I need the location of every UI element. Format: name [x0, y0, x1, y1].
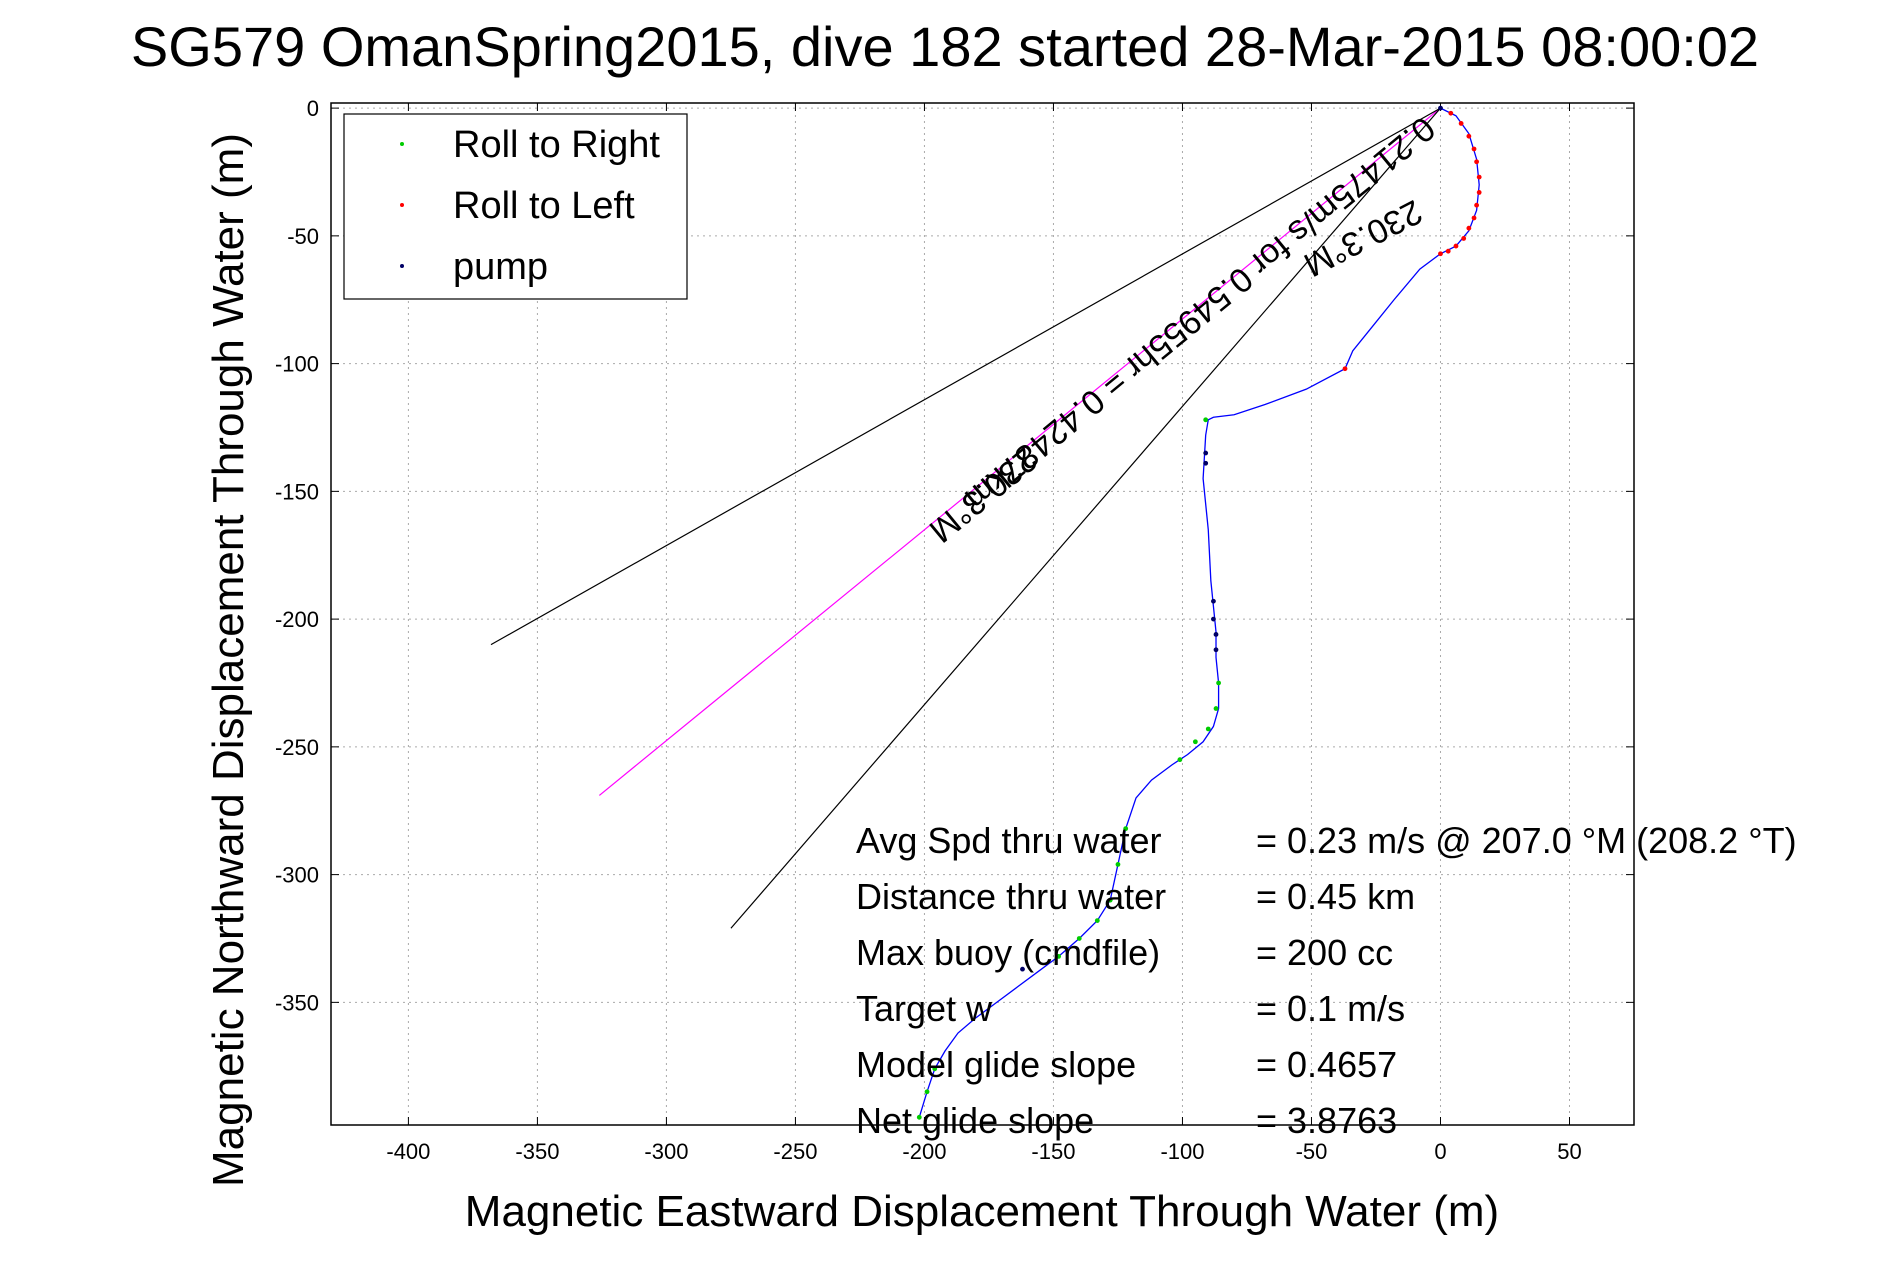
data-point	[1123, 826, 1129, 832]
line-annotation: 230.3°M	[922, 440, 1044, 550]
data-point	[1448, 110, 1454, 116]
stat-label: Target w	[856, 988, 993, 1029]
series-pump	[1020, 105, 1443, 972]
x-tick-label: -300	[644, 1139, 688, 1164]
data-point	[1342, 366, 1348, 372]
data-point	[1213, 632, 1219, 637]
data-point	[1476, 174, 1482, 180]
data-point	[932, 1066, 938, 1072]
stat-label: Model glide slope	[856, 1044, 1136, 1085]
y-axis-label: Magnetic Northward Displacement Through …	[204, 133, 253, 1187]
legend-marker	[400, 142, 404, 146]
legend-label: Roll to Right	[453, 124, 660, 166]
x-tick-label: -400	[386, 1139, 430, 1164]
data-point	[1211, 616, 1216, 622]
data-point	[1213, 706, 1219, 711]
y-tick-label: -250	[275, 735, 319, 760]
stat-value: = 3.8763	[1256, 1100, 1397, 1141]
data-point	[1177, 757, 1183, 763]
chart-title: SG579 OmanSpring2015, dive 182 started 2…	[131, 15, 1759, 78]
y-tick-label: -50	[287, 224, 319, 249]
data-point	[1458, 121, 1464, 126]
reference-line-heading	[598, 107, 1441, 796]
stat-label: Avg Spd thru water	[856, 820, 1162, 861]
legend-marker	[400, 264, 404, 268]
data-point	[1213, 647, 1219, 653]
data-point	[924, 1089, 930, 1095]
stat-value: = 200 cc	[1256, 932, 1393, 973]
series-roll-to-left	[1342, 110, 1482, 372]
y-axis-ticks: 0 -50 -100 -150 -200 -250 -300 -350	[275, 96, 1634, 1015]
legend-marker	[400, 203, 404, 207]
x-tick-label: 50	[1557, 1139, 1581, 1164]
y-tick-label: -100	[275, 352, 319, 377]
data-series	[916, 105, 1482, 1120]
data-point	[1474, 202, 1480, 208]
data-point	[1445, 248, 1451, 254]
plot-frame	[330, 102, 1635, 1126]
reference-lines	[490, 107, 1441, 929]
data-point	[1461, 236, 1467, 241]
data-point	[1056, 953, 1062, 959]
data-point	[1471, 215, 1477, 221]
y-tick-label: -200	[275, 607, 319, 632]
x-tick-label: 0	[1434, 1139, 1446, 1164]
line-annotations: 230.3°M0.21475m/s for 0.54955hr = 0.4248…	[922, 109, 1442, 550]
stat-value: = 0.45 km	[1256, 876, 1415, 917]
data-point	[1471, 146, 1477, 152]
reference-line-wedge-upper	[490, 107, 1441, 646]
x-tick-label: -50	[1296, 1139, 1328, 1164]
data-point	[1216, 680, 1221, 686]
data-point	[1211, 598, 1216, 604]
y-tick-label: 0	[307, 96, 319, 121]
data-point	[1094, 918, 1100, 923]
data-point	[1203, 417, 1209, 423]
data-point	[1453, 243, 1459, 249]
data-point	[1115, 861, 1121, 867]
stat-value: = 0.23 m/s @ 207.0 °M (208.2 °T)	[1256, 820, 1797, 861]
data-point	[1205, 726, 1211, 732]
stat-label: Distance thru water	[856, 876, 1166, 917]
x-tick-label: -100	[1160, 1139, 1204, 1164]
data-point	[1192, 739, 1198, 745]
stats-block: Avg Spd thru water = 0.23 m/s @ 207.0 °M …	[856, 820, 1797, 1141]
reference-line-wedge-lower	[730, 107, 1441, 929]
data-point	[1076, 936, 1082, 941]
x-tick-label: -350	[515, 1139, 559, 1164]
data-point	[1203, 450, 1209, 456]
data-point	[1438, 251, 1443, 257]
stat-label: Max buoy (cmdfile)	[856, 932, 1160, 973]
data-point	[1438, 105, 1443, 111]
data-point	[1466, 133, 1472, 139]
data-point	[1020, 966, 1025, 972]
data-point	[1203, 460, 1209, 466]
x-axis-ticks: -400 -350 -300 -250 -200 -150 -100 -50 0 50	[386, 103, 1582, 1164]
x-axis-label: Magnetic Eastward Displacement Through W…	[465, 1187, 1499, 1236]
y-tick-label: -150	[275, 479, 319, 504]
y-tick-label: -300	[275, 863, 319, 888]
stat-value: = 0.4657	[1256, 1044, 1397, 1085]
y-tick-label: -350	[275, 990, 319, 1015]
data-point	[1466, 225, 1472, 231]
data-point	[1474, 159, 1480, 165]
series-roll-to-right	[916, 417, 1221, 1120]
legend-label: Roll to Left	[453, 185, 635, 227]
stat-value: = 0.1 m/s	[1256, 988, 1405, 1029]
data-point	[1107, 897, 1113, 903]
x-tick-label: -200	[902, 1139, 946, 1164]
stat-label: Net glide slope	[856, 1100, 1094, 1141]
x-tick-label: -150	[1031, 1139, 1075, 1164]
data-point	[916, 1114, 922, 1120]
x-tick-label: -250	[773, 1139, 817, 1164]
legend: Roll to Right Roll to Left pump	[343, 113, 688, 300]
data-point	[1476, 190, 1482, 195]
legend-label: pump	[453, 246, 548, 288]
